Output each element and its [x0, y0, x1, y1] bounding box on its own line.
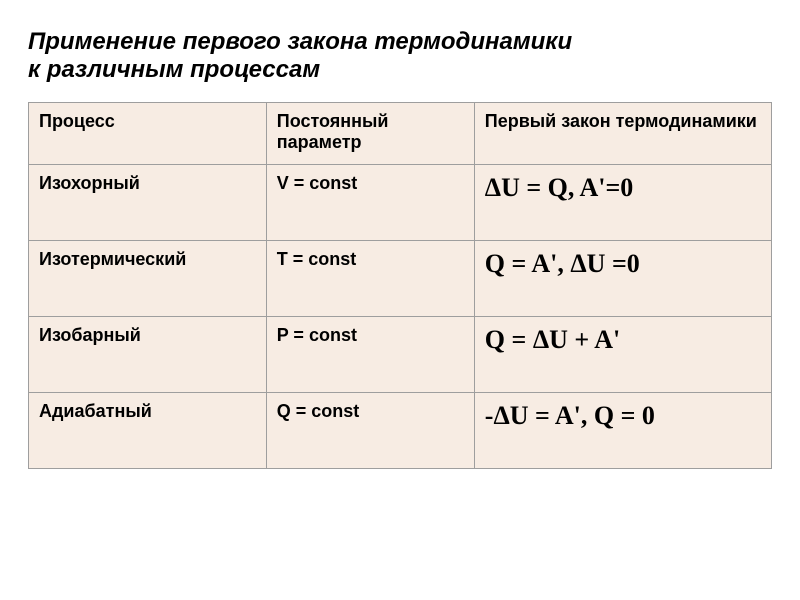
cell-process: Изохорный — [29, 165, 267, 241]
table-header-row: Процесс Постоянный параметр Первый закон… — [29, 103, 772, 165]
table-row: Изохорный V = const ΔU = Q, A'=0 — [29, 165, 772, 241]
cell-formula: ΔU = Q, A'=0 — [474, 165, 771, 241]
table-row: Изобарный P = const Q = ΔU + A' — [29, 317, 772, 393]
cell-formula: Q = A', ΔU =0 — [474, 241, 771, 317]
cell-param: V = const — [266, 165, 474, 241]
thermo-table: Процесс Постоянный параметр Первый закон… — [28, 102, 772, 469]
cell-param: Q = const — [266, 393, 474, 469]
header-param: Постоянный параметр — [266, 103, 474, 165]
cell-formula: Q = ΔU + A' — [474, 317, 771, 393]
header-process: Процесс — [29, 103, 267, 165]
header-formula: Первый закон термодинамики — [474, 103, 771, 165]
table-row: Изотермический T = const Q = A', ΔU =0 — [29, 241, 772, 317]
title-line-1: Применение первого закона термодинамики — [28, 28, 772, 56]
cell-param: T = const — [266, 241, 474, 317]
page-title: Применение первого закона термодинамики … — [28, 28, 772, 84]
cell-param: P = const — [266, 317, 474, 393]
cell-process: Изобарный — [29, 317, 267, 393]
cell-formula: -ΔU = A', Q = 0 — [474, 393, 771, 469]
cell-process: Изотермический — [29, 241, 267, 317]
title-line-2: к различным процессам — [28, 56, 772, 84]
cell-process: Адиабатный — [29, 393, 267, 469]
table-row: Адиабатный Q = const -ΔU = A', Q = 0 — [29, 393, 772, 469]
